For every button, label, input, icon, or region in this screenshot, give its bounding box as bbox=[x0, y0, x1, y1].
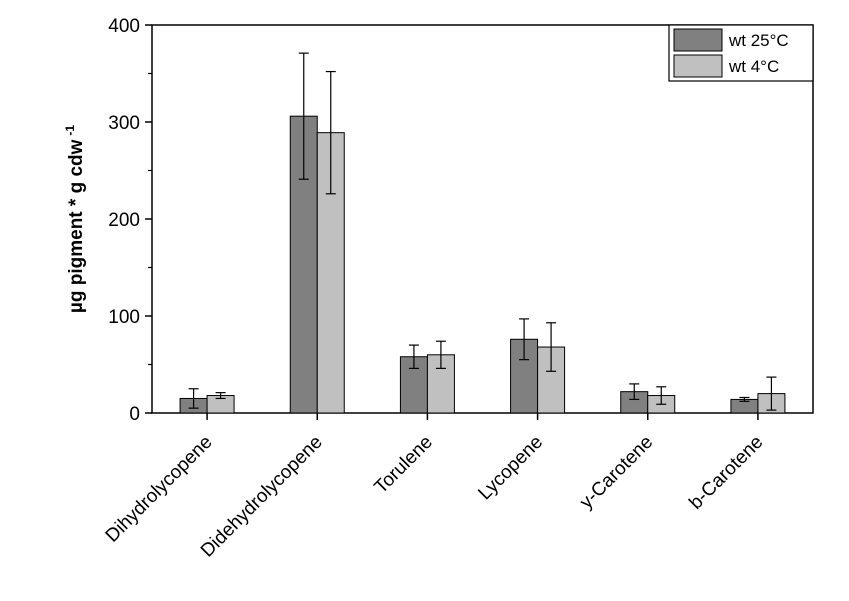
bars-group bbox=[179, 115, 786, 414]
x-category-label: Didehydrolycopene bbox=[197, 432, 327, 562]
x-category-label: y-Carotene bbox=[576, 432, 657, 513]
plot-area bbox=[151, 24, 814, 414]
y-tick-label: 100 bbox=[108, 307, 140, 328]
legend-swatch bbox=[673, 54, 723, 78]
y-tick-label: 200 bbox=[108, 210, 140, 231]
y-axis-title: µg pigment * g cdw -1 bbox=[63, 125, 87, 314]
y-tick-label: 300 bbox=[108, 113, 140, 134]
y-tick-label: 400 bbox=[108, 16, 140, 37]
x-category-label: Dihydrolycopene bbox=[102, 432, 217, 547]
y-axis-title-text: µg pigment * g cdw bbox=[66, 139, 87, 313]
y-axis: 0 100 200 300 400 bbox=[108, 16, 152, 425]
x-category-label: Torulene bbox=[371, 432, 437, 498]
y-tick-label: 0 bbox=[129, 404, 140, 425]
y-axis-title-superscript: -1 bbox=[63, 125, 77, 136]
legend-label: wt 4°C bbox=[728, 57, 779, 76]
x-category-label: b-Carotene bbox=[685, 432, 767, 514]
legend: wt 25°C wt 4°C bbox=[668, 24, 814, 82]
plot-frame bbox=[151, 24, 814, 414]
legend-label: wt 25°C bbox=[728, 31, 789, 50]
x-category-label: Lycopene bbox=[474, 432, 547, 505]
error-bars-group bbox=[188, 52, 777, 411]
legend-swatch bbox=[673, 28, 723, 52]
